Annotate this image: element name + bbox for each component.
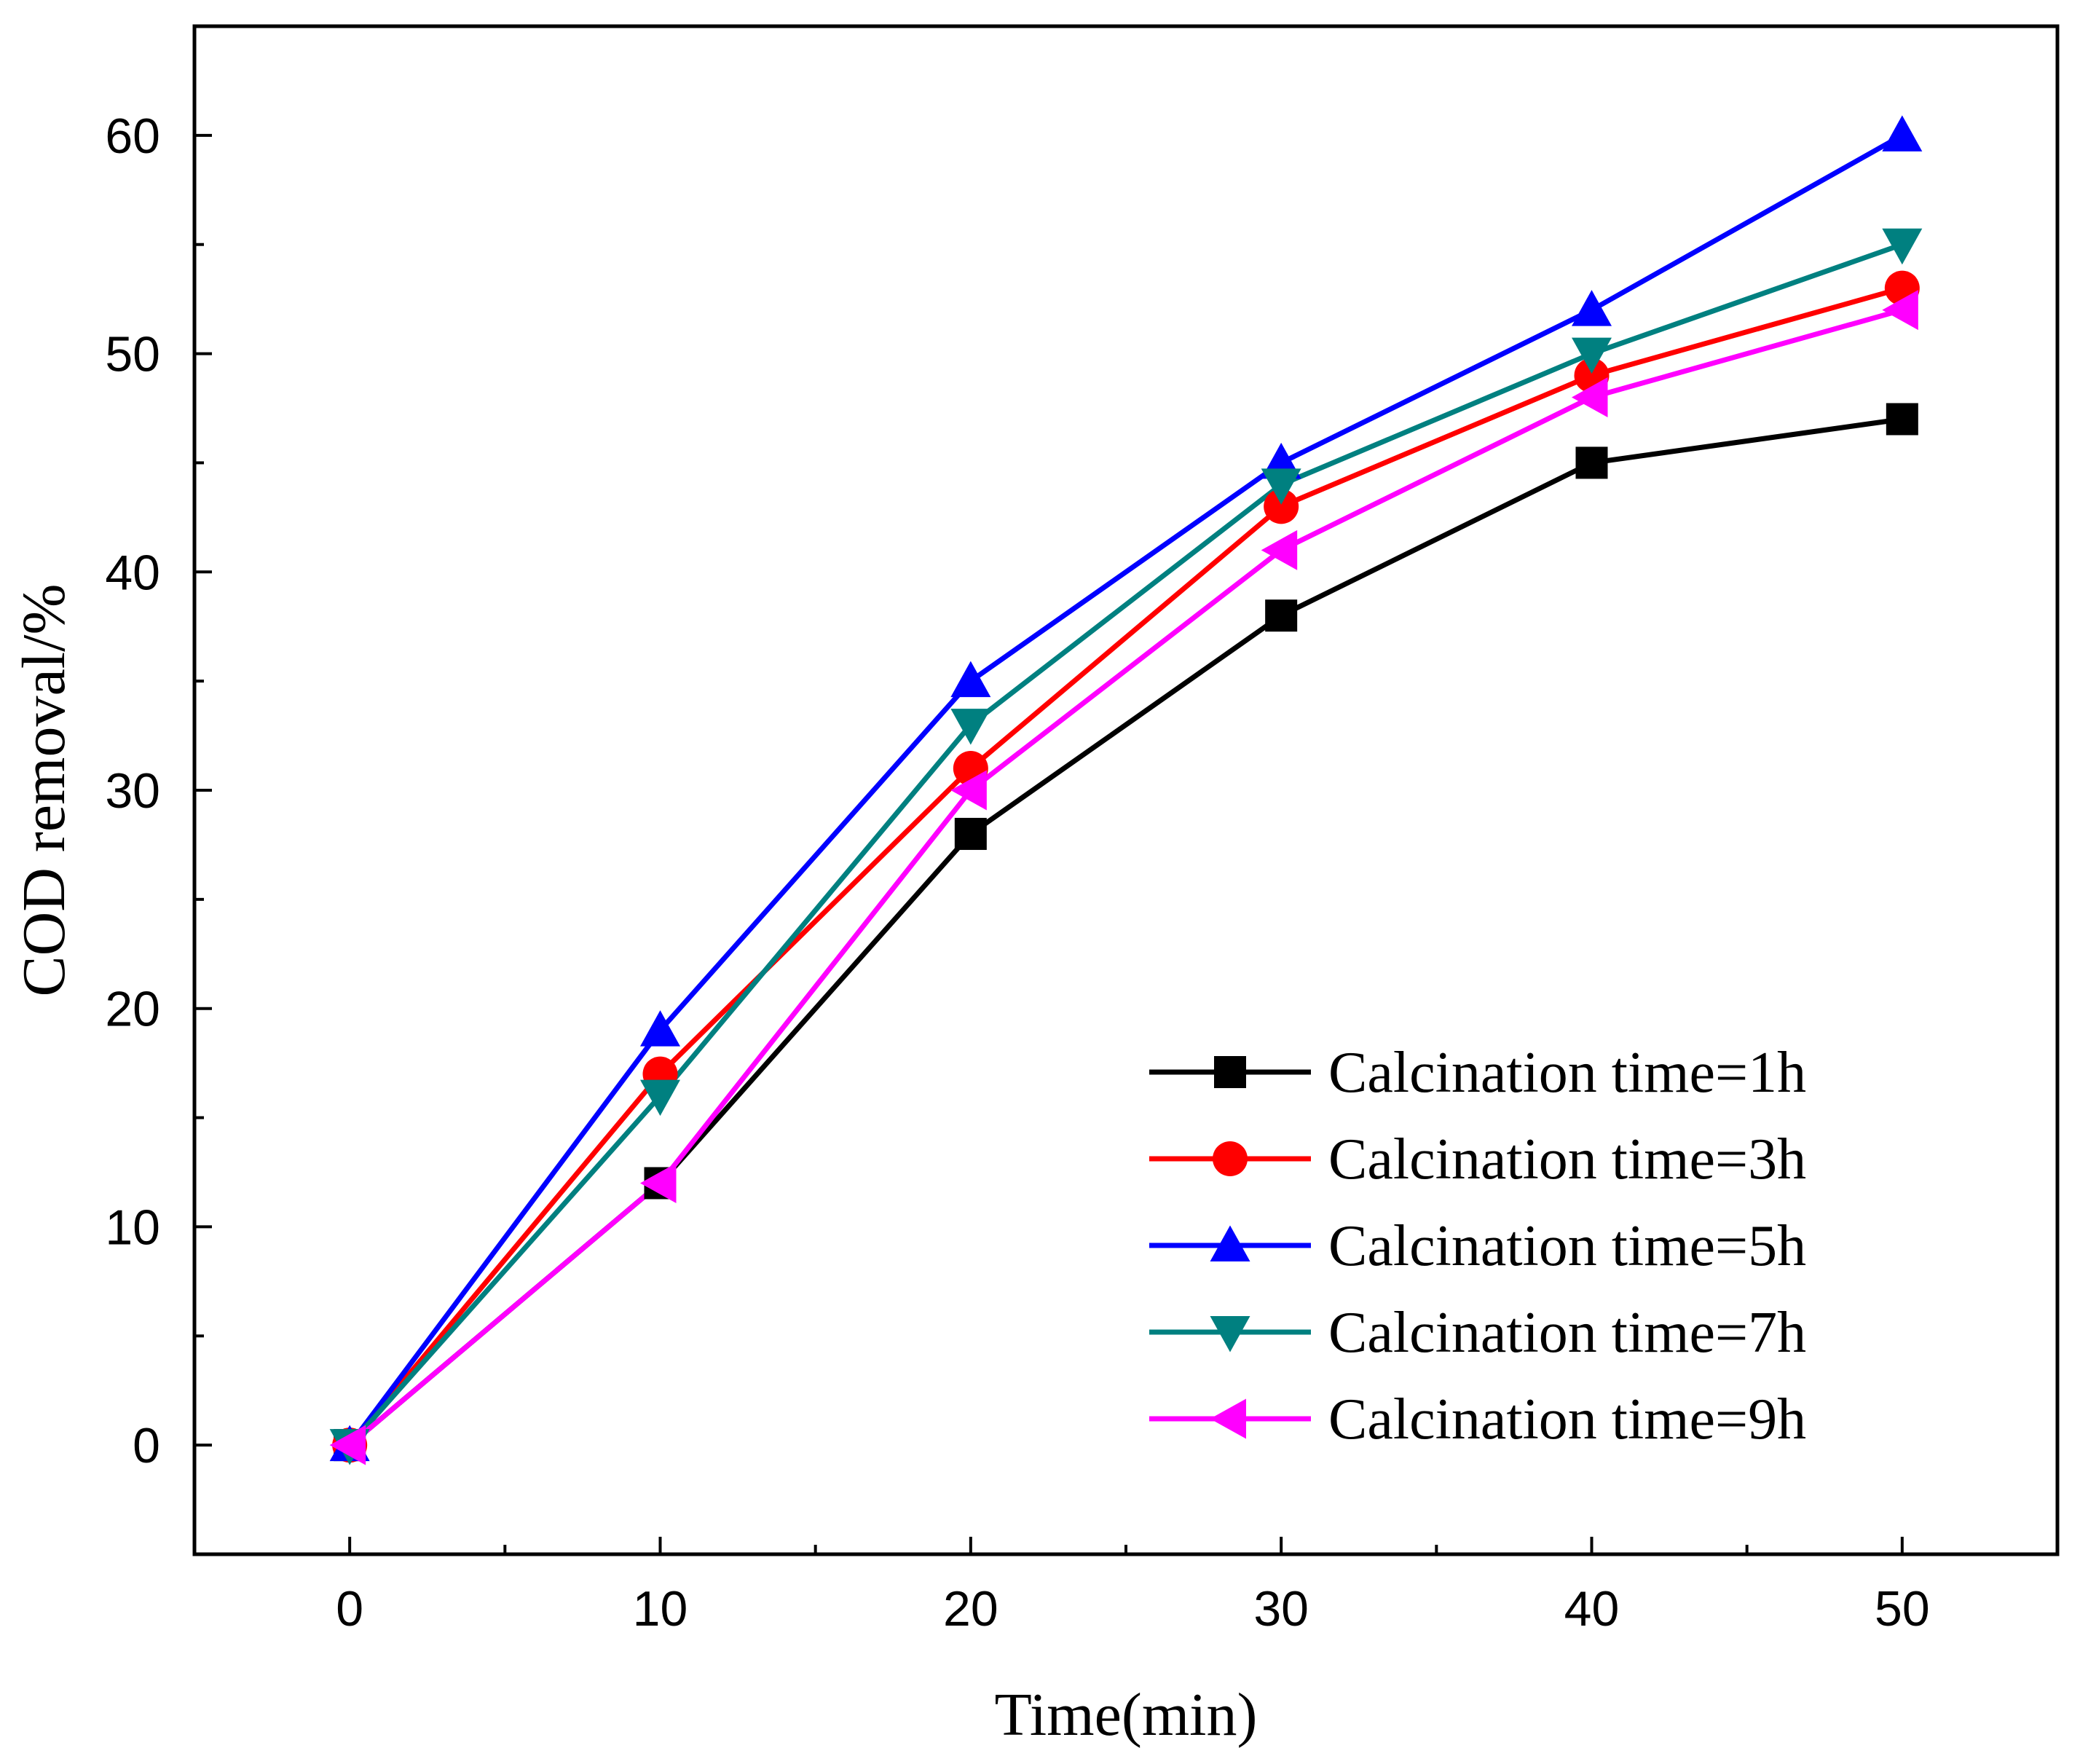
axis-ticks bbox=[194, 133, 1904, 1554]
y-tick-label: 30 bbox=[105, 763, 160, 819]
legend-label-2: Calcination time=3h bbox=[1328, 1127, 1806, 1192]
legend-marker-5 bbox=[1210, 1398, 1246, 1439]
series-line-4 bbox=[347, 242, 1903, 1447]
legend-label-3: Calcination time=5h bbox=[1328, 1214, 1806, 1278]
legend-marker-2 bbox=[1213, 1141, 1248, 1176]
series-point-3 bbox=[950, 661, 991, 698]
series-point-5 bbox=[1572, 377, 1608, 418]
y-tick-label: 0 bbox=[133, 1418, 160, 1473]
series-line-2 bbox=[347, 286, 1903, 1447]
series-point-4 bbox=[640, 1079, 680, 1117]
x-tick-label: 20 bbox=[943, 1581, 998, 1637]
legend-marker-4 bbox=[1210, 1316, 1250, 1352]
x-tick-label: 50 bbox=[1875, 1581, 1930, 1637]
y-tick-label: 60 bbox=[105, 109, 160, 164]
series-point-5 bbox=[1882, 290, 1918, 331]
legend: Calcination time=1h Calcination time=3h Ca… bbox=[1149, 1041, 1806, 1452]
series-point-5 bbox=[329, 1425, 366, 1465]
x-tick-label: 0 bbox=[336, 1581, 363, 1637]
series-point-1 bbox=[954, 817, 987, 850]
tick-labels: 0 10 20 30 40 50 0 10 20 30 40 50 60 bbox=[105, 109, 1929, 1637]
series-line-5 bbox=[347, 307, 1903, 1447]
series-point-3 bbox=[1572, 290, 1612, 326]
series-point-4 bbox=[1882, 228, 1923, 265]
series-point-4 bbox=[1261, 468, 1301, 505]
series-point-2 bbox=[1264, 489, 1299, 524]
series-point-3 bbox=[640, 1010, 680, 1047]
series-point-4 bbox=[1572, 337, 1612, 374]
legend-marker-3 bbox=[1210, 1225, 1250, 1261]
legend-label-4: Calcination time=7h bbox=[1328, 1301, 1806, 1365]
series-point-1 bbox=[1265, 599, 1298, 632]
x-axis-title: Time(min) bbox=[995, 1681, 1258, 1749]
x-tick-label: 30 bbox=[1253, 1581, 1309, 1637]
series-point-5 bbox=[640, 1162, 677, 1203]
series-line-3 bbox=[347, 133, 1904, 1447]
series-lines bbox=[347, 133, 1904, 1447]
series-point-5 bbox=[1261, 529, 1298, 570]
series-point-3 bbox=[1882, 115, 1923, 151]
legend-marker-1 bbox=[1214, 1056, 1246, 1088]
series-point-1 bbox=[1575, 446, 1608, 479]
series-point-1 bbox=[1886, 403, 1918, 436]
y-tick-label: 50 bbox=[105, 327, 160, 382]
legend-label-1: Calcination time=1h bbox=[1328, 1041, 1806, 1105]
series-point-4 bbox=[950, 709, 991, 745]
y-tick-label: 20 bbox=[105, 982, 160, 1037]
y-tick-label: 40 bbox=[105, 545, 160, 600]
y-tick-label: 10 bbox=[105, 1200, 160, 1255]
legend-label-5: Calcination time=9h bbox=[1328, 1387, 1806, 1452]
series-point-5 bbox=[950, 770, 987, 811]
x-tick-label: 40 bbox=[1564, 1581, 1620, 1637]
series-markers bbox=[329, 115, 1923, 1465]
y-axis-title: COD removal/% bbox=[10, 584, 78, 997]
x-tick-label: 10 bbox=[633, 1581, 688, 1637]
